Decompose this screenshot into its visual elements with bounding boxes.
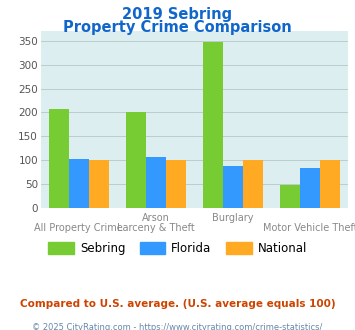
Bar (89, 160, 109, 208)
Legend: Sebring, Florida, National: Sebring, Florida, National (43, 237, 312, 260)
Bar (49, 109, 69, 208)
Text: Compared to U.S. average. (U.S. average equals 100): Compared to U.S. average. (U.S. average … (20, 299, 335, 309)
Bar (300, 168, 320, 208)
Text: Burglary: Burglary (212, 213, 253, 223)
Bar (223, 166, 243, 208)
Text: Larceny & Theft: Larceny & Theft (117, 223, 195, 233)
Bar (243, 160, 263, 208)
Bar (146, 157, 166, 208)
Text: Motor Vehicle Theft: Motor Vehicle Theft (263, 223, 355, 233)
Bar (126, 113, 146, 208)
Bar (280, 185, 300, 208)
Bar (69, 159, 89, 208)
Bar (320, 160, 340, 208)
Text: All Property Crime: All Property Crime (34, 223, 123, 233)
Bar (166, 160, 186, 208)
Text: Arson: Arson (142, 213, 170, 223)
Text: 2019 Sebring: 2019 Sebring (122, 7, 233, 22)
Text: © 2025 CityRating.com - https://www.cityrating.com/crime-statistics/: © 2025 CityRating.com - https://www.city… (32, 323, 323, 330)
Text: Property Crime Comparison: Property Crime Comparison (63, 20, 292, 35)
Bar (203, 42, 223, 208)
